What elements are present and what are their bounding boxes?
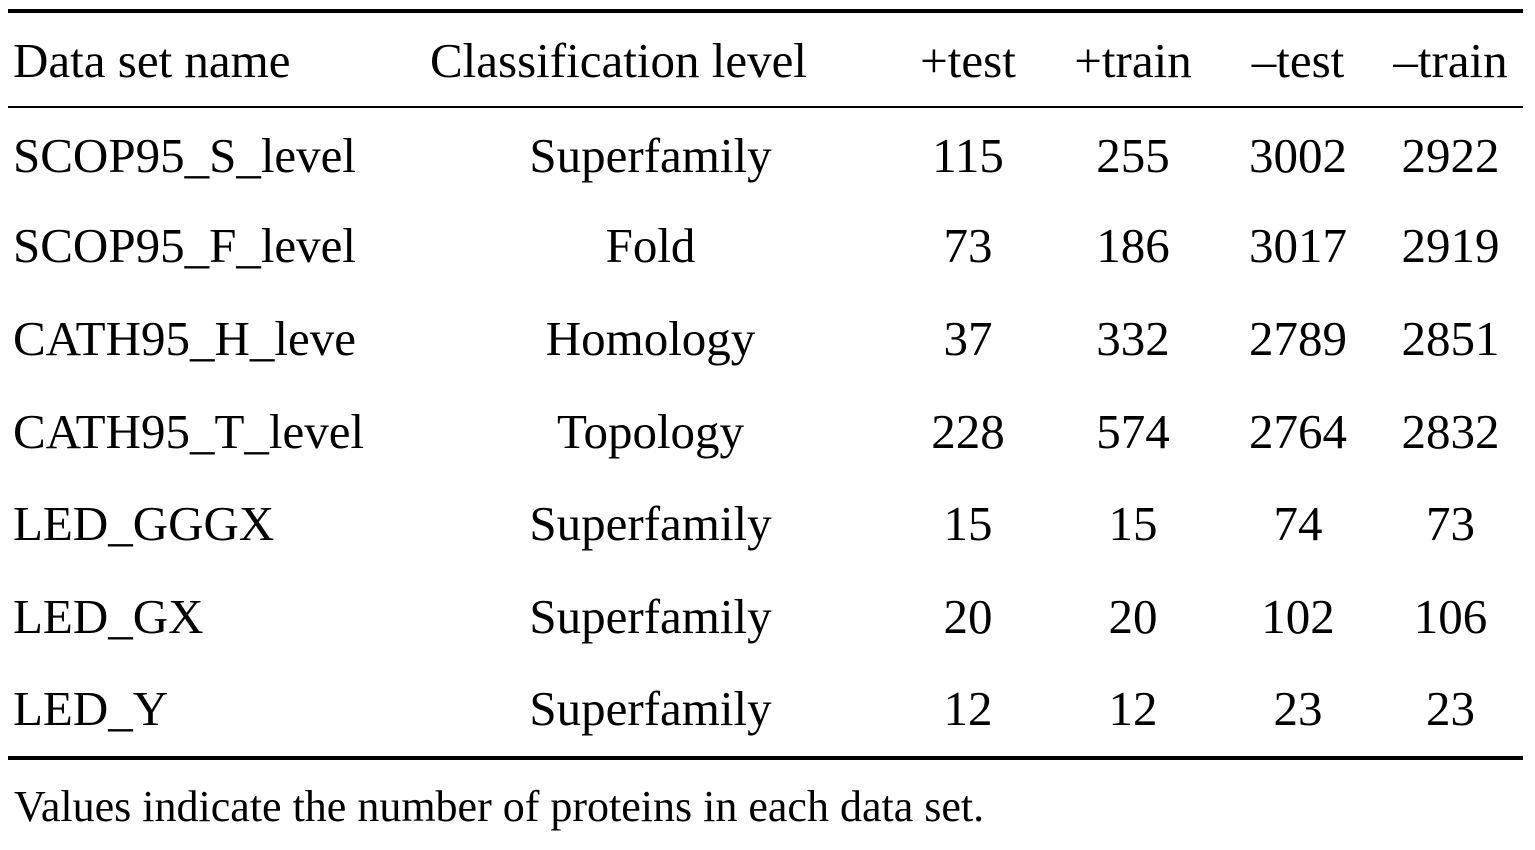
cell-minus-train: 2922 bbox=[1401, 127, 1500, 183]
column-header-minus-train: –train bbox=[1393, 32, 1508, 88]
cell-data-set-name: SCOP95_S_level bbox=[13, 127, 357, 183]
cell-plus-test: 37 bbox=[943, 310, 993, 366]
cell-minus-test: 3002 bbox=[1249, 127, 1347, 183]
cell-classification-level: Homology bbox=[545, 310, 756, 366]
cell-minus-train: 23 bbox=[1426, 681, 1475, 737]
cell-data-set-name: LED_GGGX bbox=[13, 496, 275, 552]
column-header-minus-test: –test bbox=[1251, 32, 1345, 88]
column-header-plus-train: +train bbox=[1074, 32, 1192, 88]
cell-classification-level: Topology bbox=[556, 403, 745, 459]
column-header-plus-test: +test bbox=[920, 32, 1016, 88]
cell-plus-train: 20 bbox=[1108, 588, 1158, 644]
cell-plus-test: 73 bbox=[943, 218, 993, 274]
table-row: LED_GX Superfamily 20 20 102 106 bbox=[8, 570, 1523, 663]
cell-minus-test: 2789 bbox=[1249, 310, 1347, 366]
table-row: LED_Y Superfamily 12 12 23 23 bbox=[8, 663, 1523, 756]
cell-plus-test: 228 bbox=[931, 403, 1005, 459]
cell-data-set-name: LED_Y bbox=[13, 681, 169, 737]
cell-minus-train: 2832 bbox=[1401, 403, 1500, 459]
table-row: SCOP95_F_level Fold 73 186 3017 2919 bbox=[8, 200, 1523, 293]
cell-minus-train: 2851 bbox=[1401, 310, 1500, 366]
cell-plus-train: 12 bbox=[1108, 681, 1158, 737]
cell-plus-test: 20 bbox=[943, 588, 993, 644]
table-footnote: Values indicate the number of proteins i… bbox=[14, 782, 985, 831]
cell-data-set-name: SCOP95_F_level bbox=[13, 218, 357, 274]
cell-classification-level: Superfamily bbox=[529, 127, 772, 183]
cell-plus-train: 574 bbox=[1096, 403, 1170, 459]
protein-dataset-table: Data set name Classification level +test… bbox=[8, 13, 1523, 755]
cell-data-set-name: LED_GX bbox=[13, 588, 204, 644]
cell-plus-train: 255 bbox=[1096, 127, 1170, 183]
cell-plus-train: 332 bbox=[1096, 310, 1170, 366]
cell-plus-test: 115 bbox=[932, 127, 1004, 183]
cell-classification-level: Fold bbox=[605, 218, 696, 274]
cell-plus-train: 186 bbox=[1096, 218, 1170, 274]
cell-plus-test: 15 bbox=[943, 496, 993, 552]
column-header-data-set-name: Data set name bbox=[13, 32, 291, 88]
cell-minus-train: 106 bbox=[1413, 588, 1488, 644]
cell-minus-test: 23 bbox=[1273, 681, 1323, 737]
cell-minus-test: 2764 bbox=[1249, 403, 1347, 459]
cell-minus-test: 102 bbox=[1261, 588, 1335, 644]
cell-minus-train: 2919 bbox=[1401, 218, 1500, 274]
table-row: LED_GGGX Superfamily 15 15 74 73 bbox=[8, 477, 1523, 570]
table-row: SCOP95_S_level Superfamily 115 255 3002 … bbox=[8, 107, 1523, 200]
table-bottom-rule bbox=[8, 756, 1523, 760]
cell-classification-level: Superfamily bbox=[529, 681, 772, 737]
table-header-row: Data set name Classification level +test… bbox=[8, 13, 1523, 107]
cell-minus-train: 73 bbox=[1426, 496, 1475, 552]
cell-plus-train: 15 bbox=[1108, 496, 1158, 552]
cell-plus-test: 12 bbox=[943, 681, 993, 737]
table-row: CATH95_T_level Topology 228 574 2764 283… bbox=[8, 385, 1523, 478]
cell-data-set-name: CATH95_T_level bbox=[13, 403, 365, 459]
table-top-rule bbox=[8, 9, 1523, 13]
column-header-classification-level: Classification level bbox=[430, 32, 807, 88]
cell-classification-level: Superfamily bbox=[529, 496, 772, 552]
cell-minus-test: 74 bbox=[1273, 496, 1323, 552]
cell-data-set-name: CATH95_H_leve bbox=[13, 310, 356, 366]
cell-minus-test: 3017 bbox=[1249, 218, 1347, 274]
cell-classification-level: Superfamily bbox=[529, 588, 772, 644]
table-row: CATH95_H_leve Homology 37 332 2789 2851 bbox=[8, 292, 1523, 385]
table-header-rule bbox=[8, 106, 1523, 108]
